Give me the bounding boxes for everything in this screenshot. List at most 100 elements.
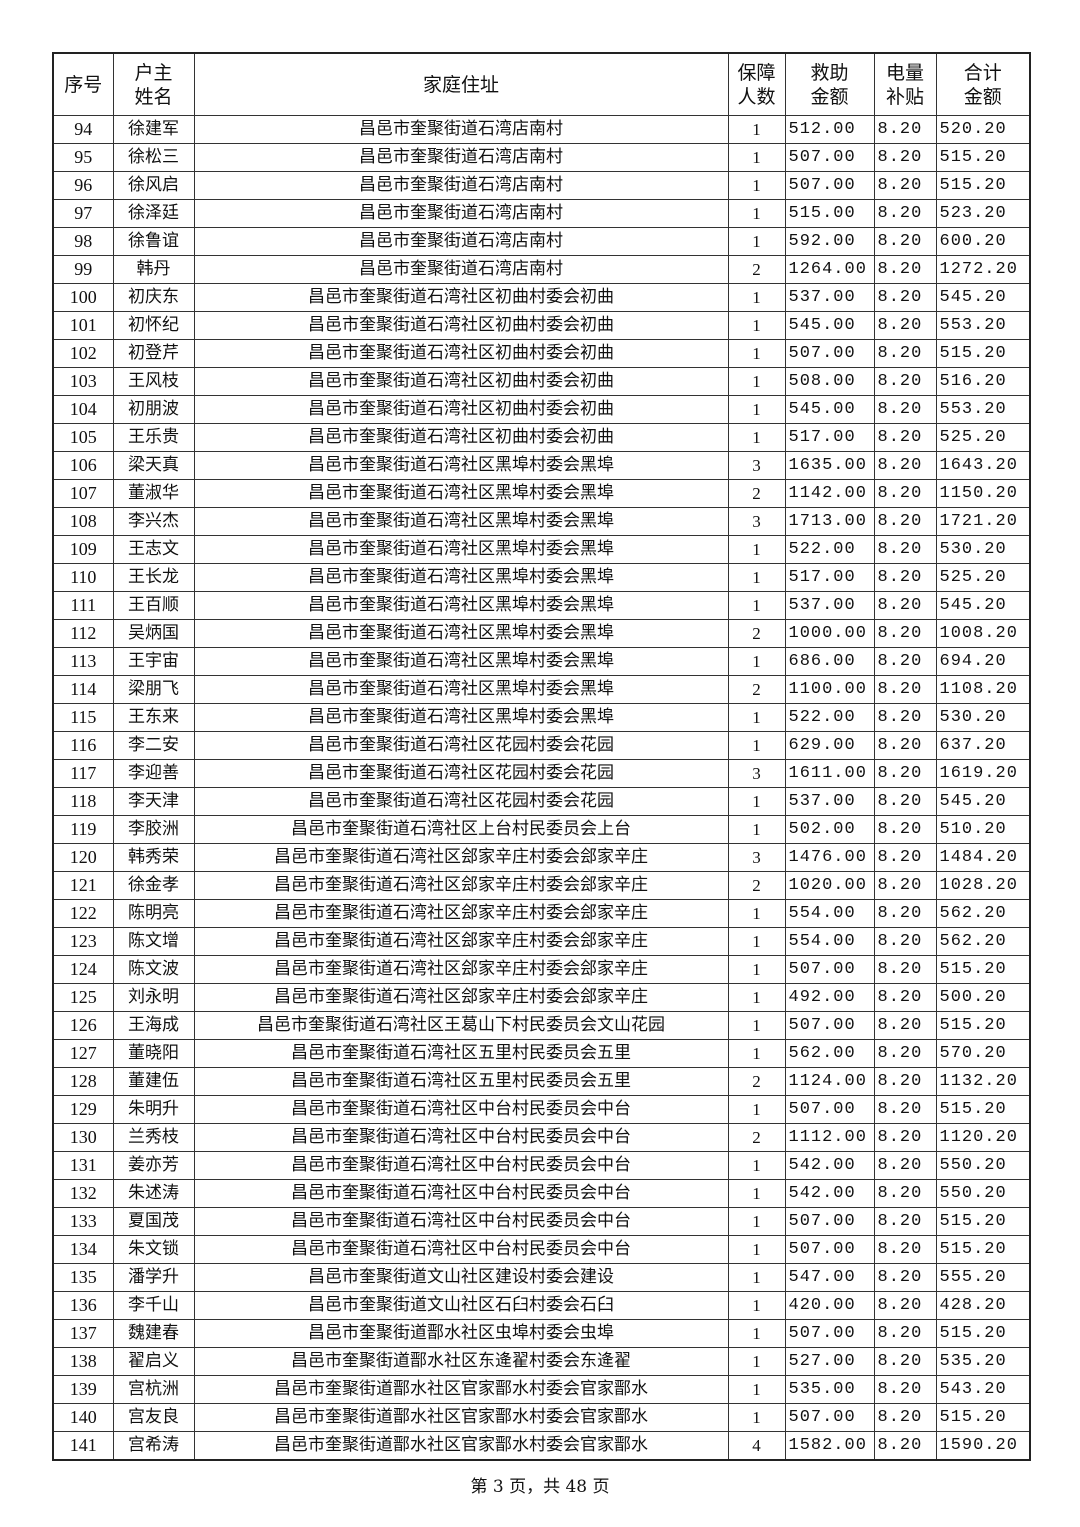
cell-relief-amount: 1112.00 (784, 1123, 875, 1152)
cell-electricity-subsidy: 8.20 (873, 1403, 937, 1432)
cell-persons: 1 (727, 395, 786, 424)
table-row: 117 李迎善 昌邑市奎聚街道石湾社区花园村委会花园 3 1611.00 8.20 1619… (52, 759, 1031, 788)
cell-relief-amount: 1020.00 (784, 871, 875, 900)
cell-persons: 1 (727, 367, 786, 396)
cell-total-amount: 545.20 (935, 283, 1031, 312)
cell-index: 127 (52, 1039, 114, 1068)
header-address: 家庭住址 (193, 52, 729, 116)
cell-total-amount: 550.20 (935, 1179, 1031, 1208)
cell-relief-amount: 517.00 (784, 423, 875, 452)
cell-persons: 4 (727, 1431, 786, 1461)
table-row: 114 梁朋飞 昌邑市奎聚街道石湾社区黑埠村委会黑埠 2 1100.00 8.20 1108… (52, 675, 1031, 704)
cell-relief-amount: 507.00 (784, 339, 875, 368)
cell-index: 121 (52, 871, 114, 900)
table-row: 94 徐建军 昌邑市奎聚街道石湾店南村 1 512.00 8.20 520.20 (52, 115, 1031, 144)
table-row: 112 吴炳国 昌邑市奎聚街道石湾社区黑埠村委会黑埠 2 1000.00 8.20 1008… (52, 619, 1031, 648)
cell-address: 昌邑市奎聚街道石湾社区中台村民委员会中台 (193, 1207, 729, 1236)
cell-electricity-subsidy: 8.20 (873, 815, 937, 844)
header-total-amount: 合计 金额 (935, 52, 1031, 116)
cell-index: 97 (52, 199, 114, 228)
cell-address: 昌邑市奎聚街道石湾社区花园村委会花园 (193, 731, 729, 760)
cell-address: 昌邑市奎聚街道石湾社区中台村民委员会中台 (193, 1095, 729, 1124)
cell-name: 董淑华 (112, 479, 195, 508)
cell-name: 徐风启 (112, 171, 195, 200)
cell-index: 106 (52, 451, 114, 480)
cell-index: 126 (52, 1011, 114, 1040)
cell-index: 125 (52, 983, 114, 1012)
cell-address: 昌邑市奎聚街道石湾社区五里村民委员会五里 (193, 1067, 729, 1096)
cell-address: 昌邑市奎聚街道文山社区石臼村委会石臼 (193, 1291, 729, 1320)
cell-relief-amount: 527.00 (784, 1347, 875, 1376)
table-row: 139 宫杭洲 昌邑市奎聚街道鄑水社区官家鄑水村委会官家鄑水 1 535.00 8.20 5… (52, 1375, 1031, 1404)
cell-relief-amount: 1635.00 (784, 451, 875, 480)
cell-index: 109 (52, 535, 114, 564)
table-row: 120 韩秀荣 昌邑市奎聚街道石湾社区郐家辛庄村委会郐家辛庄 3 1476.00 8.20… (52, 843, 1031, 872)
cell-address: 昌邑市奎聚街道石湾店南村 (193, 115, 729, 144)
cell-electricity-subsidy: 8.20 (873, 479, 937, 508)
cell-electricity-subsidy: 8.20 (873, 647, 937, 676)
table-row: 135 潘学升 昌邑市奎聚街道文山社区建设村委会建设 1 547.00 8.20 555.2… (52, 1263, 1031, 1292)
cell-index: 96 (52, 171, 114, 200)
cell-electricity-subsidy: 8.20 (873, 703, 937, 732)
cell-relief-amount: 554.00 (784, 899, 875, 928)
cell-persons: 1 (727, 983, 786, 1012)
table-row: 125 刘永明 昌邑市奎聚街道石湾社区郐家辛庄村委会郐家辛庄 1 492.00 8.20 5… (52, 983, 1031, 1012)
cell-persons: 2 (727, 1123, 786, 1152)
cell-name: 王东来 (112, 703, 195, 732)
cell-relief-amount: 1713.00 (784, 507, 875, 536)
cell-persons: 2 (727, 1067, 786, 1096)
table-row: 132 朱述涛 昌邑市奎聚街道石湾社区中台村民委员会中台 1 542.00 8.20 550… (52, 1179, 1031, 1208)
cell-name: 李二安 (112, 731, 195, 760)
cell-index: 122 (52, 899, 114, 928)
cell-total-amount: 550.20 (935, 1151, 1031, 1180)
cell-index: 110 (52, 563, 114, 592)
cell-index: 115 (52, 703, 114, 732)
cell-electricity-subsidy: 8.20 (873, 675, 937, 704)
cell-name: 翟启义 (112, 1347, 195, 1376)
cell-address: 昌邑市奎聚街道鄑水社区东逄翟村委会东逄翟 (193, 1347, 729, 1376)
table-row: 129 朱明升 昌邑市奎聚街道石湾社区中台村民委员会中台 1 507.00 8.20 515… (52, 1095, 1031, 1124)
cell-total-amount: 553.20 (935, 395, 1031, 424)
table-row: 138 翟启义 昌邑市奎聚街道鄑水社区东逄翟村委会东逄翟 1 527.00 8.20 535… (52, 1347, 1031, 1376)
cell-total-amount: 1108.20 (935, 675, 1031, 704)
cell-relief-amount: 535.00 (784, 1375, 875, 1404)
cell-electricity-subsidy: 8.20 (873, 1151, 937, 1180)
cell-persons: 1 (727, 815, 786, 844)
page-footer: 第 3 页，共 48 页 (470, 1477, 610, 1497)
table-row: 106 梁天真 昌邑市奎聚街道石湾社区黑埠村委会黑埠 3 1635.00 8.20 1643… (52, 451, 1031, 480)
cell-index: 114 (52, 675, 114, 704)
cell-index: 137 (52, 1319, 114, 1348)
cell-total-amount: 530.20 (935, 703, 1031, 732)
cell-electricity-subsidy: 8.20 (873, 143, 937, 172)
cell-relief-amount: 545.00 (784, 395, 875, 424)
cell-name: 初庆东 (112, 283, 195, 312)
cell-total-amount: 516.20 (935, 367, 1031, 396)
cell-total-amount: 600.20 (935, 227, 1031, 256)
cell-index: 117 (52, 759, 114, 788)
cell-persons: 1 (727, 1291, 786, 1320)
cell-address: 昌邑市奎聚街道石湾社区黑埠村委会黑埠 (193, 647, 729, 676)
cell-electricity-subsidy: 8.20 (873, 1123, 937, 1152)
header-name: 户主 姓名 (112, 52, 195, 116)
cell-name: 初朋波 (112, 395, 195, 424)
table-row: 105 王乐贵 昌邑市奎聚街道石湾社区初曲村委会初曲 1 517.00 8.20 525.2… (52, 423, 1031, 452)
table-row: 122 陈明亮 昌邑市奎聚街道石湾社区郐家辛庄村委会郐家辛庄 1 554.00 8.20 5… (52, 899, 1031, 928)
table-row: 130 兰秀枝 昌邑市奎聚街道石湾社区中台村民委员会中台 2 1112.00 8.20 11… (52, 1123, 1031, 1152)
cell-electricity-subsidy: 8.20 (873, 927, 937, 956)
cell-address: 昌邑市奎聚街道石湾社区郐家辛庄村委会郐家辛庄 (193, 955, 729, 984)
cell-relief-amount: 537.00 (784, 591, 875, 620)
header-electricity-subsidy: 电量 补贴 (873, 52, 937, 116)
cell-electricity-subsidy: 8.20 (873, 507, 937, 536)
cell-persons: 1 (727, 647, 786, 676)
cell-address: 昌邑市奎聚街道石湾社区郐家辛庄村委会郐家辛庄 (193, 843, 729, 872)
cell-total-amount: 515.20 (935, 955, 1031, 984)
header-index: 序号 (52, 52, 114, 116)
cell-name: 梁朋飞 (112, 675, 195, 704)
cell-address: 昌邑市奎聚街道石湾社区黑埠村委会黑埠 (193, 591, 729, 620)
cell-total-amount: 525.20 (935, 423, 1031, 452)
cell-index: 138 (52, 1347, 114, 1376)
cell-index: 99 (52, 255, 114, 284)
cell-total-amount: 1132.20 (935, 1067, 1031, 1096)
cell-index: 123 (52, 927, 114, 956)
cell-index: 120 (52, 843, 114, 872)
